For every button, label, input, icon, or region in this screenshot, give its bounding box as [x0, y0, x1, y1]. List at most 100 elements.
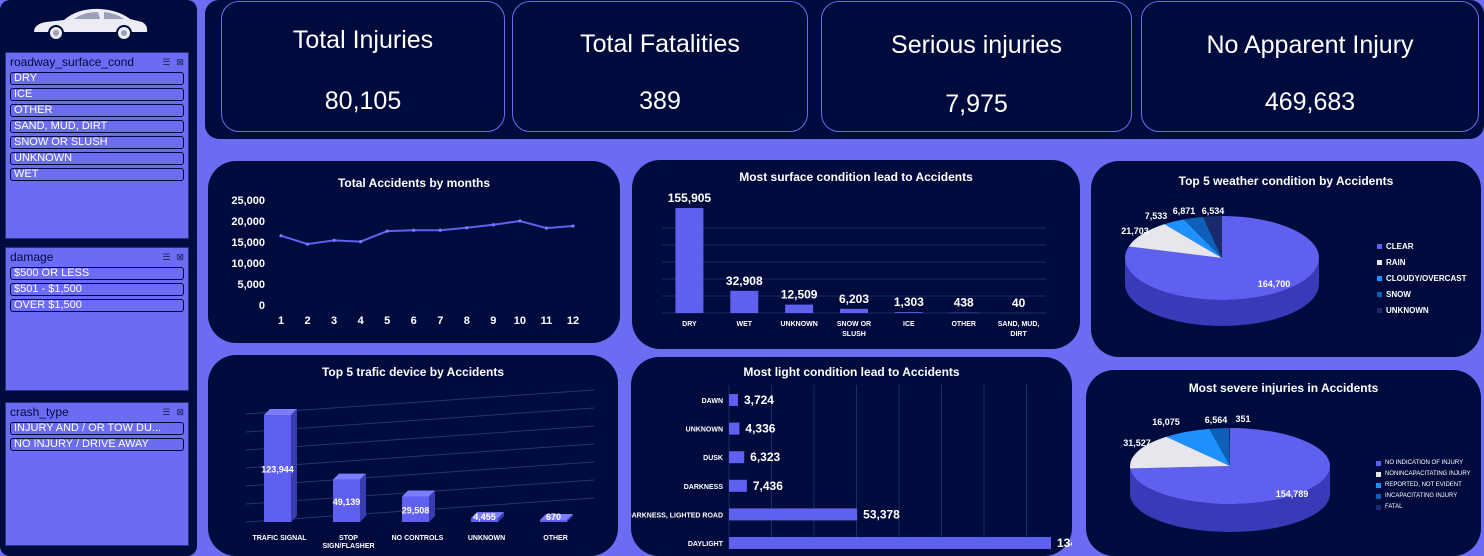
x-tick-label: SAND, MUD, — [998, 321, 1040, 328]
legend-item: NONINCAPACITATING INJURY — [1376, 471, 1471, 477]
data-point — [332, 238, 336, 242]
gridline — [245, 389, 595, 415]
multi-select-icon[interactable]: ☰ — [162, 406, 171, 417]
data-label: 21,703 — [1121, 226, 1149, 236]
multi-select-icon[interactable]: ☰ — [162, 251, 171, 262]
bar-top — [540, 514, 573, 520]
data-label: 7,436 — [753, 479, 783, 493]
series-line — [280, 219, 574, 246]
y-tick-label: DUSK — [703, 455, 723, 462]
bar-top — [402, 490, 435, 497]
bar — [730, 290, 759, 313]
data-label: 4,336 — [745, 422, 775, 436]
x-tick-label: 4 — [358, 315, 365, 327]
y-tick-label: DAYLIGHT — [688, 541, 724, 548]
chart-title: Most severe injuries in Accidents — [1188, 381, 1379, 395]
slicer-item[interactable]: SAND, MUD, DIRT — [10, 120, 184, 133]
data-label: 53,378 — [863, 507, 900, 521]
x-tick-label: OTHER — [543, 535, 568, 542]
chart-title: Most light condition lead to Accidents — [743, 365, 960, 379]
data-label: 6,203 — [839, 292, 869, 306]
bar — [333, 479, 360, 522]
x-tick-label: 9 — [490, 315, 496, 327]
legend-label: CLEAR — [1386, 242, 1414, 251]
pie-slice — [1130, 436, 1230, 469]
slicer-item[interactable]: NO INJURY / DRIVE AWAY — [10, 438, 184, 451]
data-point — [305, 242, 310, 246]
slicer-item[interactable]: ICE — [10, 88, 184, 101]
x-tick-label: UNKNOWN — [780, 321, 817, 328]
clear-filter-icon[interactable]: ⊠ — [176, 56, 184, 67]
bar-chart: 3,724 DAWN 4,336 UNKNOWN 6,323 DUSK 7,436 DARKN… — [631, 385, 1072, 550]
bar — [785, 304, 814, 313]
legend-label: UNKNOWN — [1386, 306, 1429, 315]
slicer-item[interactable]: INJURY AND / OR TOW DU... — [10, 422, 184, 435]
data-point — [491, 223, 495, 227]
data-label: 155,905 — [668, 191, 712, 205]
legend-item: SNOW — [1377, 290, 1466, 299]
y-tick-label: 20,000 — [231, 216, 265, 228]
legend-label: NONINCAPACITATING INJURY — [1385, 471, 1471, 477]
pie-slice — [1202, 216, 1222, 258]
data-point — [385, 229, 389, 233]
kpi-value: 7,975 — [945, 90, 1008, 118]
bar-side — [567, 514, 573, 522]
pie-chart: 154,789 31,527 16,075 6,564 351 — [1123, 414, 1330, 532]
legend-label: RAIN — [1386, 258, 1406, 267]
clear-filter-icon[interactable]: ⊠ — [176, 251, 184, 262]
multi-select-icon[interactable]: ☰ — [162, 56, 171, 67]
clear-filter-icon[interactable]: ⊠ — [176, 406, 184, 417]
slicer-item[interactable]: SNOW OR SLUSH — [10, 136, 184, 149]
slicer-item[interactable]: OVER $1,500 — [10, 299, 184, 312]
pie-slice — [1228, 428, 1230, 466]
bar — [729, 451, 745, 464]
legend-item: FATAL — [1376, 504, 1471, 510]
kpi-serious-injuries: Serious injuries 7,975 — [821, 1, 1132, 132]
x-tick-label: 5 — [384, 315, 390, 327]
kpi-strip: Total Injuries 80,105 Total Fatalities 3… — [205, 0, 1484, 139]
x-tick-label: 8 — [464, 315, 470, 327]
pie-slice — [1209, 428, 1230, 466]
legend: NO INDICATION OF INJURY NONINCAPACITATIN… — [1376, 460, 1471, 515]
data-point — [518, 219, 522, 223]
data-label: 16,075 — [1152, 417, 1180, 427]
slicer-title: damage — [10, 250, 54, 264]
bar-top — [264, 409, 297, 415]
gridline — [245, 407, 595, 433]
car-icon — [34, 8, 148, 41]
bar — [840, 308, 868, 313]
data-label: 32,908 — [726, 274, 763, 288]
slicer-item[interactable]: UNKNOWN — [10, 152, 184, 165]
slicer-item[interactable]: DRY — [10, 72, 184, 85]
slicer-item[interactable]: $501 - $1,500 — [10, 283, 184, 296]
kpi-value: 80,105 — [324, 87, 402, 115]
data-label: 6,323 — [750, 450, 780, 464]
x-tick-label: TRAFIC SIGNAL — [252, 535, 307, 542]
kpi-value: 389 — [639, 87, 681, 115]
slicer-item[interactable]: WET — [10, 168, 184, 181]
bar — [675, 208, 704, 313]
legend-item: CLOUDY/OVERCAST — [1377, 274, 1466, 283]
slicer-item[interactable]: OTHER — [10, 104, 184, 117]
data-point — [438, 228, 442, 232]
slicer-title: crash_type — [10, 405, 69, 419]
data-label: 6,534 — [1202, 206, 1225, 216]
slicer-item[interactable]: $500 OR LESS — [10, 267, 184, 280]
kpi-no-apparent-injury: No Apparent Injury 469,683 — [1141, 1, 1479, 132]
chart-title: Total Accidents by months — [337, 176, 490, 190]
bar-top — [333, 473, 366, 480]
x-tick-label: WET — [737, 321, 753, 328]
data-label: 7,533 — [1145, 211, 1168, 221]
kpi-total-injuries: Total Injuries 80,105 — [221, 1, 505, 132]
legend-item: RAIN — [1377, 258, 1466, 267]
x-tick-label: 10 — [514, 315, 526, 327]
pie-side — [1125, 258, 1319, 326]
bar — [540, 520, 567, 522]
pie-slice — [1128, 224, 1222, 258]
data-label: 1,303 — [894, 295, 924, 309]
chart-accidents-by-month: Total Accidents by months 25,000 20,000 15… — [208, 161, 620, 343]
legend-label: INCAPACITATING INJURY — [1385, 493, 1458, 499]
legend-item: UNKNOWN — [1377, 306, 1466, 315]
bar — [729, 508, 858, 521]
